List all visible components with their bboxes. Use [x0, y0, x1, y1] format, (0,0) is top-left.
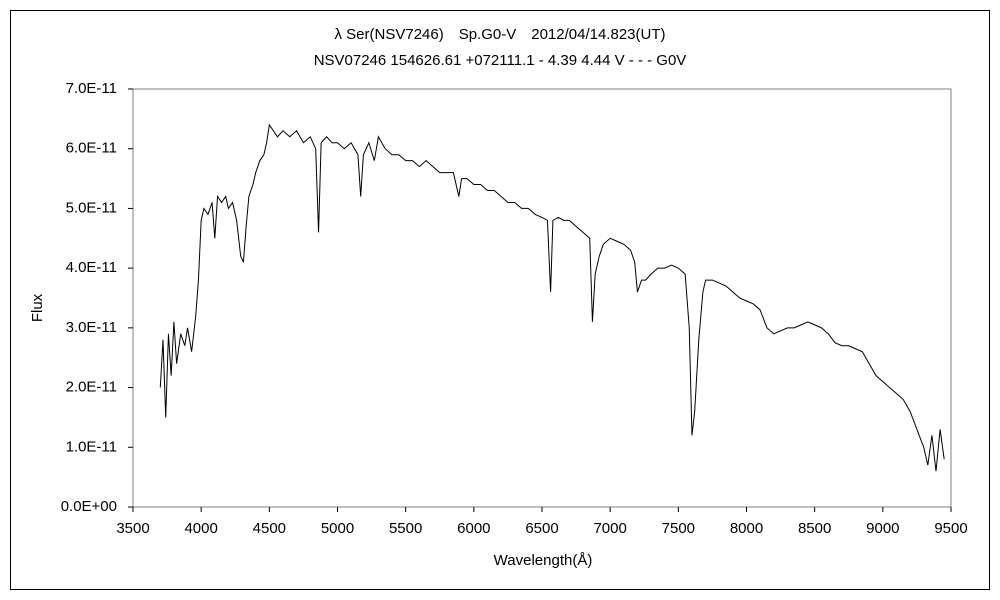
x-tick-label: 5500: [389, 520, 422, 537]
x-tick-label: 9000: [866, 520, 899, 537]
y-tick-label: 7.0E-11: [66, 80, 117, 97]
chart-subtitle: NSV07246 154626.61 +072111.1 - 4.39 4.44…: [314, 52, 687, 69]
x-tick-label: 7500: [662, 520, 695, 537]
y-tick-label: 5.0E-11: [66, 199, 117, 216]
y-tick-label: 3.0E-11: [66, 319, 117, 336]
x-tick-label: 4500: [253, 520, 286, 537]
y-tick-label: 0.0E+00: [61, 498, 117, 515]
x-axis-title: Wavelength(Å): [494, 552, 593, 569]
y-axis-title: Flux: [29, 293, 46, 322]
x-tick-label: 8000: [730, 520, 763, 537]
spectrum-line: [159, 123, 945, 472]
y-tick-label: 4.0E-11: [66, 259, 117, 276]
chart-border: [10, 10, 990, 590]
x-tick-label: 4000: [184, 520, 217, 537]
x-tick-label: 6500: [525, 520, 558, 537]
plot-area: [132, 88, 952, 508]
x-tick-label: 3500: [116, 520, 149, 537]
x-tick-label: 6000: [457, 520, 490, 537]
y-tick-label: 2.0E-11: [66, 379, 117, 396]
y-tick-label: 1.0E-11: [66, 438, 117, 455]
x-tick-label: 9500: [934, 520, 967, 537]
x-tick-label: 8500: [798, 520, 831, 537]
x-tick-label: 5000: [321, 520, 354, 537]
x-tick-label: 7000: [593, 520, 626, 537]
y-tick-label: 6.0E-11: [66, 140, 117, 157]
chart-title: λ Ser(NSV7246) Sp.G0-V 2012/04/14.823(UT…: [335, 26, 666, 43]
